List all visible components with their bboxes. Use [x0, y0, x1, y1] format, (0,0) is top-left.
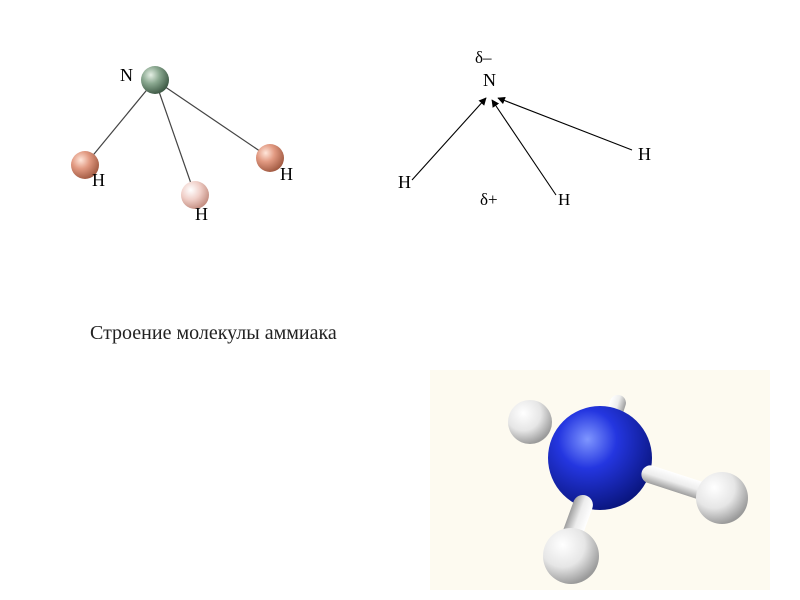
hydrogen-front-sphere	[543, 528, 599, 584]
hydrogen-right-sphere	[696, 472, 748, 524]
caption-text: Строение молекулы аммиака	[90, 322, 337, 345]
hydrogen-back-sphere	[508, 400, 552, 444]
molecule-3d-panel	[430, 370, 770, 590]
left-label-h2: H	[195, 204, 208, 225]
atom-n-sphere	[141, 66, 169, 94]
right-label-h2: H	[558, 190, 570, 210]
arrow-h1-n	[412, 98, 486, 180]
diagram-stage: N H H H δ– N H H H δ+ Строение молекулы …	[0, 0, 800, 600]
left-label-n: N	[120, 65, 133, 86]
left-label-h3: H	[280, 164, 293, 185]
right-dipole-diagram	[412, 98, 632, 195]
right-label-n: N	[483, 70, 496, 91]
right-label-h3: H	[638, 144, 651, 165]
nitrogen-3d-sphere	[548, 406, 652, 510]
arrow-h3-n	[498, 98, 632, 150]
arrow-h2-n	[492, 100, 556, 195]
right-label-h1: H	[398, 172, 411, 193]
right-label-delta-minus: δ–	[475, 48, 492, 68]
left-label-h1: H	[92, 170, 105, 191]
vector-overlay	[0, 0, 800, 600]
bond-n-h2	[155, 80, 195, 195]
right-label-delta-plus: δ+	[480, 190, 498, 210]
bond-n-h1	[85, 80, 155, 165]
bond-n-h3	[155, 80, 270, 158]
